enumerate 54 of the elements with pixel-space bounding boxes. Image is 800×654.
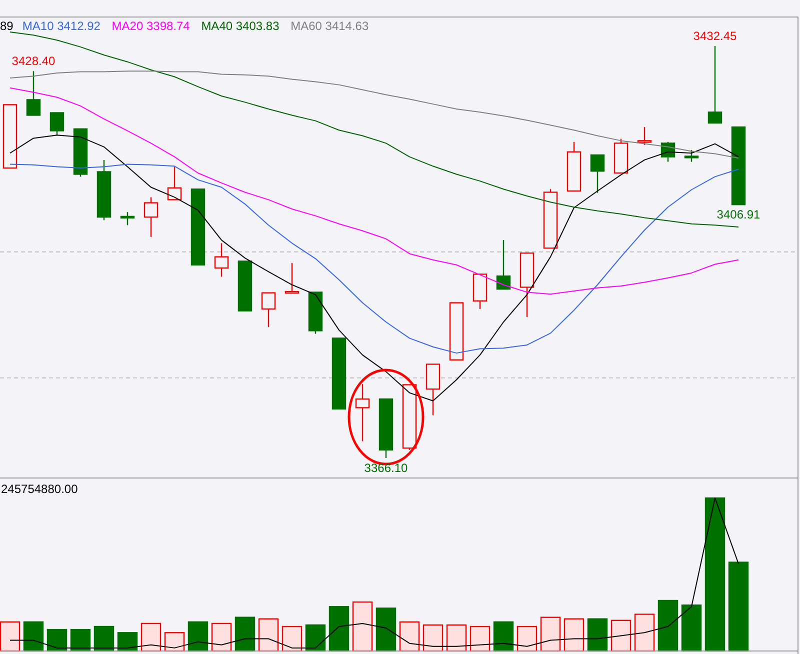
- bar: [140, 622, 162, 652]
- text: MA10 3412.92: [22, 19, 101, 33]
- bar: [470, 626, 490, 652]
- bar: [540, 616, 561, 652]
- candlestick: [590, 154, 605, 194]
- candlestick: [214, 242, 229, 278]
- candlestick: [355, 384, 370, 442]
- bar: [610, 620, 632, 652]
- text: MA20 3398.74: [112, 19, 190, 33]
- bar: [211, 622, 232, 652]
- annotation: 3406.91: [716, 208, 761, 222]
- bar: [728, 562, 749, 652]
- bar: [352, 601, 373, 652]
- bar: [564, 618, 584, 652]
- bar: [234, 616, 256, 652]
- bar: [493, 621, 514, 652]
- text: 89: [0, 19, 14, 33]
- bar: [258, 618, 279, 652]
- bar: [399, 621, 420, 652]
- candlestick: [167, 166, 182, 200]
- bar: [422, 624, 444, 652]
- text: 245754880.00: [1, 482, 78, 496]
- annotation: 3432.45: [693, 29, 738, 43]
- bar: [94, 626, 114, 652]
- bar: [305, 624, 326, 652]
- bar: [70, 628, 91, 652]
- candlestick: [684, 149, 699, 162]
- bar: [587, 618, 608, 652]
- candlestick: [284, 262, 300, 294]
- bar: [282, 626, 302, 652]
- bar: [704, 497, 726, 652]
- text: MA60 3414.63: [290, 19, 369, 33]
- bar: [328, 606, 350, 652]
- bar: [516, 626, 538, 652]
- candlestick: [708, 45, 722, 124]
- annotation: 3366.10: [364, 461, 408, 475]
- bar: [681, 604, 702, 652]
- bar: [658, 600, 678, 652]
- bar: [23, 621, 44, 652]
- candlestick: [637, 126, 652, 146]
- text: MA40 3403.83: [201, 19, 280, 33]
- bar: [188, 621, 208, 652]
- annotation: 3428.40: [12, 54, 56, 68]
- bar: [0, 621, 20, 652]
- candlestick: [120, 212, 135, 226]
- bar: [46, 628, 68, 652]
- candlestick: [144, 196, 158, 238]
- bar: [446, 624, 467, 652]
- candlestick: [50, 112, 64, 136]
- bar: [634, 614, 655, 652]
- candlestick: [26, 70, 41, 116]
- candlestick: [261, 292, 276, 328]
- bar: [376, 608, 396, 652]
- candlestick: [496, 239, 511, 290]
